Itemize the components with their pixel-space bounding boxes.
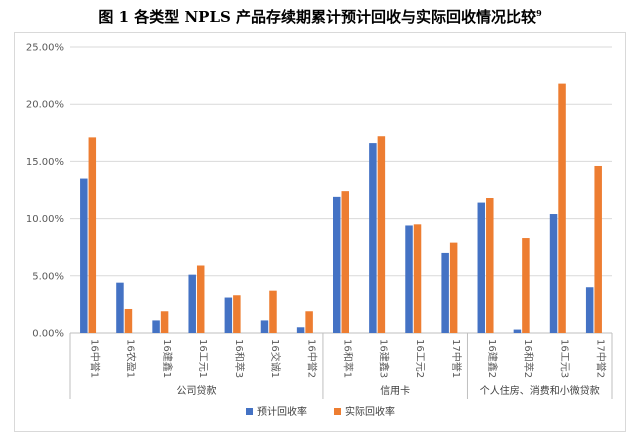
category-label: 16和萃2 <box>522 339 534 378</box>
legend-label: 实际回收率 <box>345 405 395 418</box>
category-label: 16工元3 <box>558 339 569 378</box>
bar-expected <box>405 225 413 333</box>
group-label: 信用卡 <box>380 384 410 397</box>
bar-actual <box>233 295 241 333</box>
category-label: 16建鑫3 <box>378 339 391 378</box>
bar-actual <box>594 165 602 333</box>
legend-label: 预计回收率 <box>257 405 307 418</box>
bar-actual <box>341 191 349 333</box>
group-label: 公司贷款 <box>176 384 216 397</box>
bar-actual <box>377 136 386 333</box>
y-tick-label: 5.00% <box>32 271 64 282</box>
bar-expected <box>152 320 160 333</box>
group-label: 个人住房、消费和小微贷款 <box>480 384 600 397</box>
y-tick-label: 15.00% <box>26 157 64 168</box>
y-tick-label: 0.00% <box>32 329 64 340</box>
title-footnote: 9 <box>536 8 542 18</box>
chart-frame <box>14 32 626 432</box>
category-label: 16建鑫1 <box>161 339 174 378</box>
bar-actual <box>269 290 277 333</box>
y-tick-label: 25.00% <box>26 43 64 54</box>
bar-expected <box>224 297 233 333</box>
bar-actual <box>449 242 458 333</box>
bar-expected <box>585 287 594 333</box>
bar-actual <box>413 224 422 333</box>
legend-swatch <box>334 408 341 415</box>
category-label: 16中誉1 <box>89 339 102 378</box>
bar-expected <box>296 327 305 333</box>
bar-expected <box>80 178 88 333</box>
bar-actual <box>88 137 97 333</box>
bar-actual <box>486 198 494 333</box>
category-label: 16中誉2 <box>305 339 318 378</box>
bar-actual <box>196 265 205 333</box>
bar-expected <box>369 143 377 333</box>
bar-expected <box>188 274 196 333</box>
category-label: 16交诚1 <box>269 339 282 378</box>
bar-actual <box>522 238 530 333</box>
category-label: 16工元1 <box>197 339 208 378</box>
bar-expected <box>116 282 124 333</box>
bar-expected <box>441 252 449 333</box>
category-label: 16农盈1 <box>125 339 138 378</box>
y-tick-label: 20.00% <box>26 100 64 111</box>
chart-title: 图 1 各类型 NPLS 产品存续期累计预计回收与实际回收情况比较9 <box>98 8 542 26</box>
category-label: 16工元2 <box>414 339 425 378</box>
legend-swatch <box>246 408 253 415</box>
y-tick-label: 10.00% <box>26 214 64 225</box>
category-label: 16建鑫2 <box>486 339 499 378</box>
bar-expected <box>513 329 522 333</box>
category-label: 16和萃3 <box>233 339 245 378</box>
category-label: 17中誉2 <box>594 339 607 378</box>
bar-actual <box>305 311 313 333</box>
bar-actual <box>160 311 169 333</box>
bar-actual <box>124 308 133 333</box>
bar-expected <box>333 196 341 333</box>
category-label: 17中誉1 <box>450 339 463 378</box>
bar-expected <box>477 202 486 333</box>
bar-expected <box>260 320 269 333</box>
bar-expected <box>549 214 558 333</box>
category-label: 16和萃1 <box>342 339 354 378</box>
bar-actual <box>558 83 566 333</box>
